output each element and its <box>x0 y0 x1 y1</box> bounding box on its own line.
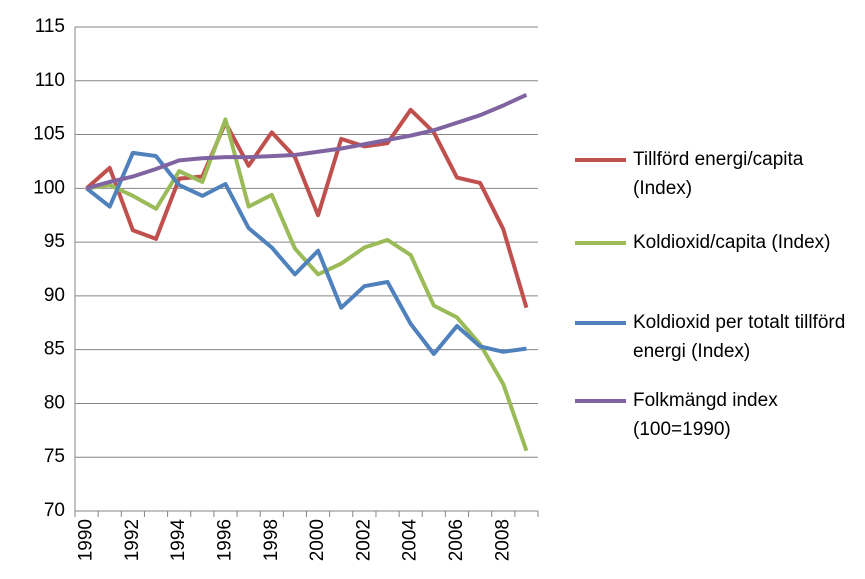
y-tick-label: 115 <box>35 16 65 37</box>
legend-label: Folkmängd index (100=1990) <box>633 390 778 440</box>
legend-label: Koldioxid per totalt tillförd energi (In… <box>633 312 846 362</box>
x-tick-label: 2004 <box>400 519 421 562</box>
y-tick-label: 100 <box>33 177 65 198</box>
x-tick-label: 2002 <box>353 519 374 561</box>
series-line <box>85 107 529 309</box>
x-tick-label: 1994 <box>168 519 189 562</box>
legend-label: Tillförd energi/capita (Index) <box>633 149 804 199</box>
x-tick-label: 2000 <box>307 519 328 561</box>
x-tick-label: 1998 <box>261 519 282 561</box>
x-tick-label: 2008 <box>492 519 513 561</box>
y-tick-label: 70 <box>44 500 65 521</box>
series-line <box>86 92 528 191</box>
x-tick-label: 1992 <box>122 519 143 561</box>
y-tick-label: 90 <box>44 285 65 306</box>
y-tick-label: 85 <box>44 339 65 360</box>
series-line <box>85 150 527 356</box>
x-tick-label: 2006 <box>446 519 467 561</box>
y-tick-label: 110 <box>35 70 65 91</box>
x-tick-label: 1990 <box>76 519 97 561</box>
legend-label: Koldioxid/capita (Index) <box>633 232 831 253</box>
x-tick-label: 1996 <box>214 519 235 561</box>
y-tick-label: 95 <box>44 231 65 252</box>
y-tick-label: 80 <box>44 392 65 413</box>
y-tick-label: 105 <box>33 124 65 145</box>
y-tick-label: 75 <box>44 446 65 467</box>
